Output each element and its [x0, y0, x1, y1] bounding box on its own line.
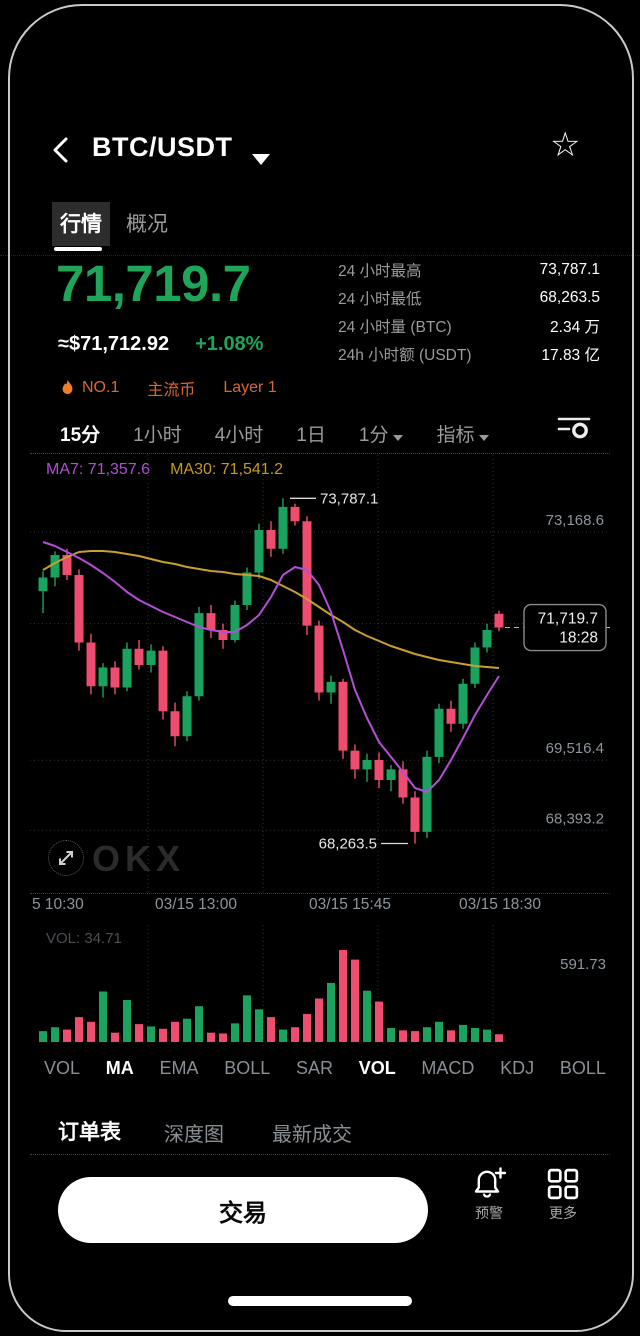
tab-quotes[interactable]: 行情 — [52, 202, 110, 246]
stat-row: 24 小时最高 73,787.1 — [338, 261, 600, 280]
tab-overview[interactable]: 概况 — [126, 213, 168, 236]
indicator-boll2[interactable]: BOLL — [559, 1058, 606, 1078]
timeframe-row: 15分 1小时 4小时 1日 1分 指标 — [60, 420, 490, 447]
badges-row: NO.1 主流币 Layer 1 — [60, 376, 277, 400]
time-axis-label: 5 10:30 — [32, 896, 84, 913]
back-icon[interactable] — [50, 136, 72, 164]
tab-depth-chart[interactable]: 深度图 — [164, 1124, 224, 1146]
fiat-row: ≈$71,712.92 +1.08% — [58, 333, 263, 356]
last-price: 71,719.7 — [56, 255, 251, 312]
svg-text:18:28: 18:28 — [559, 630, 598, 647]
indicator-macd[interactable]: MACD — [421, 1058, 475, 1078]
indicator-vol-main[interactable]: VOL — [44, 1058, 81, 1078]
rank-badge[interactable]: NO.1 — [60, 379, 119, 398]
pair-dropdown-icon[interactable] — [252, 154, 270, 165]
stat-row: 24 小时最低 68,263.5 — [338, 289, 600, 308]
ma30-label: MA30: 71,541.2 — [170, 461, 284, 478]
volume-current-label: VOL: 34.71 — [46, 930, 122, 947]
tf-1d[interactable]: 1日 — [296, 425, 326, 446]
tf-4h[interactable]: 4小时 — [214, 425, 264, 446]
indicator-ema[interactable]: EMA — [159, 1058, 199, 1078]
chart-settings-icon[interactable] — [556, 414, 592, 442]
divider — [30, 1154, 610, 1155]
alert-label: 预警 — [475, 1205, 503, 1221]
change-percent: +1.08% — [195, 333, 264, 355]
ma-labels: MA7: 71,357.6 MA30: 71,541.2 — [46, 461, 283, 479]
bell-plus-icon — [474, 1167, 507, 1198]
divider — [0, 255, 640, 256]
tab-order-book[interactable]: 订单表 — [58, 1121, 121, 1144]
volume-max-label: 591.73 — [560, 956, 606, 973]
divider — [30, 453, 610, 454]
indicator-sar[interactable]: SAR — [295, 1058, 333, 1078]
svg-text:68,263.5: 68,263.5 — [319, 836, 377, 853]
svg-text:73,168.6: 73,168.6 — [546, 512, 604, 529]
home-indicator — [228, 1296, 412, 1306]
svg-text:73,787.1: 73,787.1 — [320, 490, 378, 507]
active-tab-underline — [54, 247, 102, 251]
trade-button[interactable]: 交易 — [58, 1177, 428, 1243]
ma7-label: MA7: 71,357.6 — [46, 461, 151, 478]
indicator-dropdown[interactable]: 指标 — [436, 420, 490, 447]
candlestick-chart[interactable]: 73,168.671,702.869,516.468,393.273,787.1… — [30, 455, 610, 894]
stat-row: 24h 小时额 (USDT) 17.83 亿 — [338, 347, 600, 364]
tf-1h[interactable]: 1小时 — [133, 425, 182, 446]
tab-latest-trades[interactable]: 最新成交 — [272, 1124, 352, 1146]
indicator-boll[interactable]: BOLL — [224, 1058, 271, 1078]
more-button[interactable]: 更多 — [536, 1168, 590, 1223]
grid-more-icon — [547, 1168, 579, 1200]
indicator-tabs: VOL MA EMA BOLL SAR VOL MACD KDJ BOLL — [44, 1058, 606, 1079]
alert-button[interactable]: 预警 — [462, 1166, 516, 1223]
svg-text:69,516.4: 69,516.4 — [546, 740, 604, 757]
chevron-down-icon — [479, 435, 490, 441]
time-axis-label: 03/15 18:30 — [459, 896, 541, 913]
stats-panel: 24 小时最高 73,787.1 24 小时最低 68,263.5 24 小时量 (… — [338, 256, 600, 368]
favorite-star-icon[interactable]: ☆ — [550, 126, 581, 164]
okx-watermark: OKX — [92, 838, 186, 879]
layer-badge[interactable]: Layer 1 — [223, 379, 277, 396]
time-axis: 5 10:30 03/15 13:00 03/15 15:45 03/15 18:30 — [30, 896, 610, 918]
rank-label: NO.1 — [82, 379, 120, 396]
svg-text:68,393.2: 68,393.2 — [546, 810, 604, 827]
stat-row: 24 小时量 (BTC) 2.34 万 — [338, 319, 600, 336]
tf-1m-dropdown[interactable]: 1分 — [359, 420, 404, 447]
indicator-kdj[interactable]: KDJ — [500, 1058, 535, 1078]
chevron-down-icon — [393, 435, 404, 441]
indicator-vol-sub[interactable]: VOL — [358, 1058, 396, 1078]
pair-title[interactable]: BTC/USDT — [92, 132, 233, 162]
svg-text:71,719.7: 71,719.7 — [538, 611, 598, 628]
more-label: 更多 — [549, 1205, 577, 1221]
fiat-price: ≈$71,712.92 — [58, 333, 170, 355]
category-badge[interactable]: 主流币 — [147, 382, 196, 399]
indicator-ma[interactable]: MA — [105, 1058, 134, 1078]
time-axis-label: 03/15 13:00 — [155, 896, 237, 913]
volume-chart[interactable] — [30, 925, 610, 1047]
fullscreen-expand-icon[interactable] — [48, 840, 84, 876]
time-axis-label: 03/15 15:45 — [309, 896, 391, 913]
flame-icon — [62, 379, 73, 394]
tf-15m[interactable]: 15分 — [60, 425, 101, 446]
